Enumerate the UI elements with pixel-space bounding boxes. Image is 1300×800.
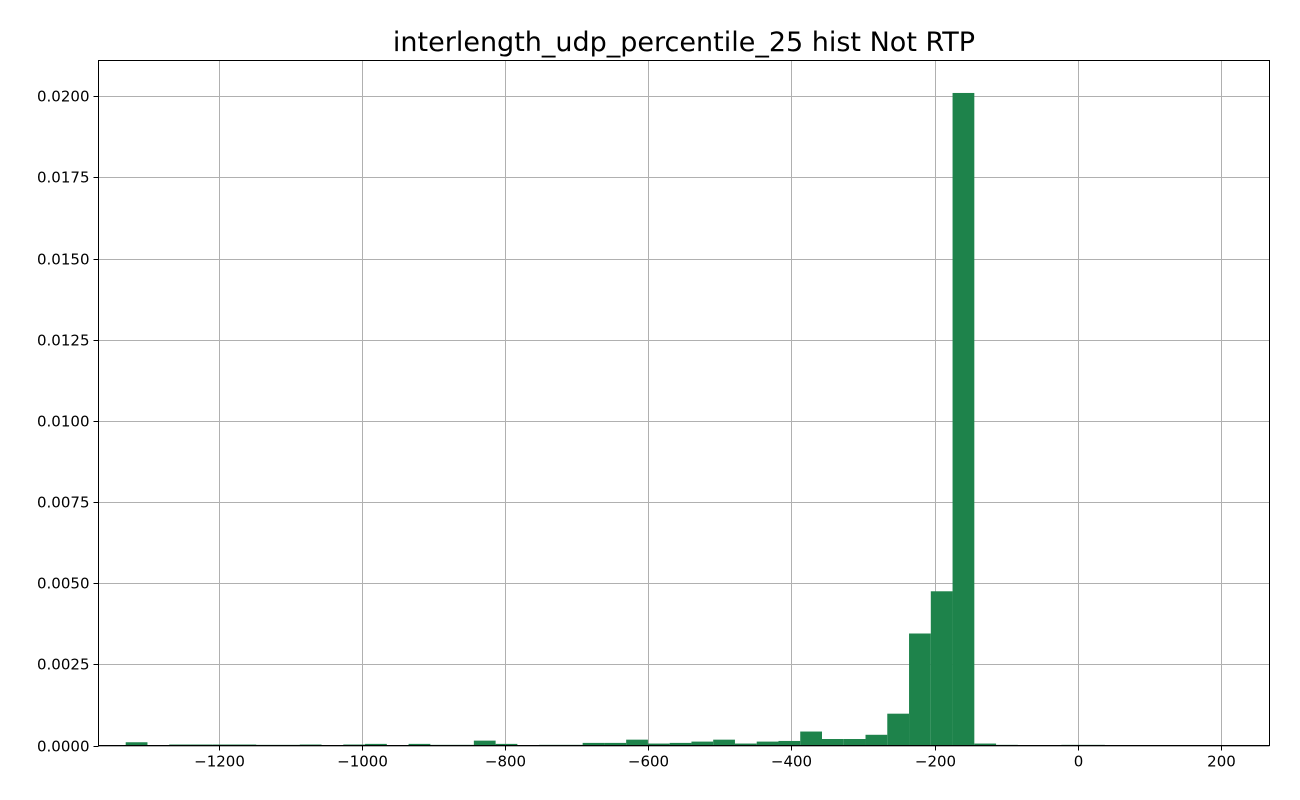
y-tick-label: 0.0050 <box>37 575 90 593</box>
x-tick-label: 200 <box>1207 753 1236 771</box>
grid-lines <box>98 60 1270 747</box>
y-tick-label: 0.0025 <box>37 656 90 674</box>
histogram-bar <box>408 743 431 746</box>
y-tick-label: 0.0000 <box>37 738 90 756</box>
y-tick-label: 0.0150 <box>37 251 90 269</box>
histogram-bars <box>125 92 1105 746</box>
y-tick-label: 0.0200 <box>37 88 90 106</box>
histogram-bar <box>974 743 997 746</box>
histogram-bar <box>822 739 844 746</box>
histogram-bar <box>952 92 975 746</box>
histogram-bar <box>365 743 387 746</box>
histogram-bar <box>125 742 148 746</box>
x-tick-label: −1000 <box>337 753 388 771</box>
histogram-bar <box>734 743 757 746</box>
x-tick-label: −400 <box>771 753 812 771</box>
y-tick-label: 0.0100 <box>37 413 90 431</box>
x-axis: −1200 −1000 −800 −600 −400 −200 0 200 <box>194 745 1236 771</box>
histogram-bar <box>647 743 670 746</box>
histogram-bar <box>604 742 627 746</box>
histogram-bar <box>909 633 931 746</box>
x-tick-label: −1200 <box>194 753 245 771</box>
histogram-bar <box>843 739 866 746</box>
x-tick-label: −600 <box>628 753 669 771</box>
plot-frame <box>98 60 1270 746</box>
histogram-bar <box>582 742 605 746</box>
histogram-bar <box>887 713 910 746</box>
chart-title: interlength_udp_percentile_25 hist Not R… <box>393 27 975 58</box>
histogram-bar <box>756 741 779 746</box>
y-tick-label: 0.0075 <box>37 494 90 512</box>
histogram-bar <box>669 742 692 746</box>
histogram-bar <box>930 591 953 746</box>
histogram-bar <box>800 731 822 746</box>
x-tick-label: −200 <box>915 753 956 771</box>
histogram-bar <box>865 734 888 746</box>
histogram-bar <box>495 743 518 746</box>
histogram-bar <box>713 739 735 746</box>
y-tick-label: 0.0125 <box>37 332 90 350</box>
histogram-bar <box>691 741 714 746</box>
x-tick-label: −800 <box>485 753 526 771</box>
x-tick-label: 0 <box>1074 753 1084 771</box>
histogram-bar <box>626 739 648 746</box>
y-tick-label: 0.0175 <box>37 169 90 187</box>
y-axis: 0.0000 0.0025 0.0050 0.0075 0.0100 0.0125 0.01… <box>37 88 99 756</box>
histogram-bar <box>778 740 801 746</box>
histogram-bar <box>473 740 496 746</box>
